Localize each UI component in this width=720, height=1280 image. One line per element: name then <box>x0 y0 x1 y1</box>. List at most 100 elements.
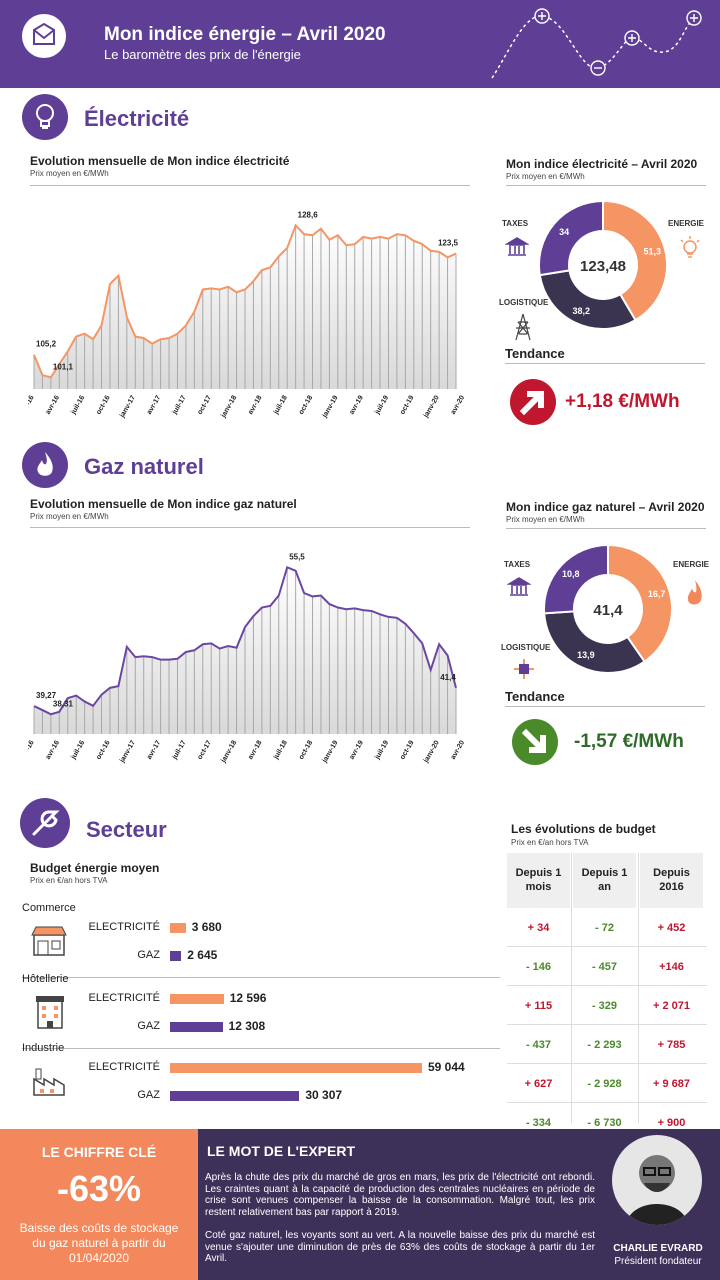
chart-data-label: 123,5 <box>438 239 459 248</box>
gas-bar <box>170 951 182 961</box>
table-cell: + 452 <box>657 922 686 934</box>
table-cell: + 9 687 <box>652 1078 690 1090</box>
electricity-bar-label: ELECTRICITÉ <box>88 1061 160 1073</box>
chart-x-tick-label: avr-19 <box>349 739 365 760</box>
donut-slice-label: 13,9 <box>577 650 595 660</box>
table-cell: + 115 <box>524 1000 553 1012</box>
table-row-divider <box>507 946 707 947</box>
donut-slice <box>538 269 637 330</box>
taxes-label: TAXES <box>504 560 531 569</box>
chart-x-tick-label: oct-18 <box>298 394 314 415</box>
chart-x-tick-label: janv-16 <box>28 739 36 764</box>
gas-chart-title: Evolution mensuelle de Mon indice gaz na… <box>30 497 297 511</box>
divider <box>30 185 470 186</box>
wrench-icon <box>20 798 70 848</box>
chart-series-line <box>33 223 457 379</box>
electricity-price-chart: 105,2 101,1 128,6 123,5 janv-16 avr-16 juil-16… <box>28 210 466 419</box>
table-cell: + 34 <box>527 922 550 934</box>
table-cell: +146 <box>659 961 684 973</box>
donut-slice-label: 34 <box>559 227 569 237</box>
chart-x-tick-label: juil-16 <box>70 739 87 761</box>
chart-x-tick-label: janv-20 <box>422 394 441 419</box>
chart-x-tick-label: janv-20 <box>422 739 441 764</box>
sector-name: Commerce <box>22 902 76 914</box>
chart-x-tick-label: janv-18 <box>220 739 239 764</box>
electricity-chart-subtitle: Prix moyen en €/MWh <box>30 169 109 178</box>
gas-bar <box>170 1091 300 1101</box>
logistique-label: LOGISTIQUE <box>501 643 551 652</box>
expert-role: Président fondateur <box>614 1256 702 1267</box>
lightbulb-icon <box>22 94 68 140</box>
budget-evolution-table: Depuis 1 mois Depuis 1 an Depuis 2016 + 34 -… <box>507 853 707 1142</box>
expert-name: CHARLIE EVRARD <box>613 1243 703 1254</box>
shop-icon <box>30 923 70 959</box>
table-row-divider <box>507 1063 707 1064</box>
expert-panel: LE MOT DE L'EXPERT Après la chute des pr… <box>198 1129 720 1280</box>
gas-bar-label: GAZ <box>137 949 160 961</box>
envelope-logo-icon <box>33 22 55 45</box>
table-header-cell <box>507 853 570 908</box>
donut-slice <box>543 544 609 615</box>
sector-name: Industrie <box>22 1042 65 1054</box>
table-cell: - 437 <box>525 1039 552 1051</box>
chart-x-tick-label: avr-17 <box>146 394 162 415</box>
chart-x-tick-label: oct-19 <box>399 394 415 415</box>
chart-x-tick-label: oct-17 <box>197 739 213 760</box>
electricity-bar-value: 59 044 <box>428 1060 465 1074</box>
donut-slice-label: 10,8 <box>562 569 580 579</box>
trend-up-arrow-icon <box>510 379 556 425</box>
flame-icon <box>22 442 68 488</box>
key-figure-title: LE CHIFFRE CLÉ <box>41 1144 157 1160</box>
gas-bar-label: GAZ <box>137 1020 160 1032</box>
expert-title: LE MOT DE L'EXPERT <box>207 1143 356 1159</box>
budget-table-title: Les évolutions de budget <box>511 822 656 836</box>
chart-x-tick-label: juil-19 <box>374 394 391 416</box>
chart-x-tick-label: janv-19 <box>321 739 340 764</box>
chart-x-tick-label: juil-17 <box>171 394 188 416</box>
chart-data-label: 38,31 <box>53 699 74 708</box>
gas-bar <box>170 1022 223 1032</box>
lightbulb-icon <box>680 236 700 258</box>
chart-x-tick-label: avr-16 <box>45 394 61 415</box>
donut-slice <box>607 544 673 663</box>
gas-bar-value: 2 645 <box>187 948 218 962</box>
page-subtitle: Le baromètre des prix de l'énergie <box>104 47 301 62</box>
electricity-section-title: Électricité <box>84 106 190 131</box>
expert-paragraph-2: Coté gaz naturel, les voyants sont au ve… <box>205 1230 595 1264</box>
table-cell: + 627 <box>524 1078 553 1090</box>
table-column-divider <box>638 853 639 1123</box>
table-header-label: Depuis 1 an <box>581 867 628 893</box>
gas-bar-value: 30 307 <box>305 1088 343 1102</box>
donut-total-label: 123,48 <box>580 258 626 275</box>
trend-down-arrow-icon <box>512 719 558 765</box>
divider <box>22 1048 500 1049</box>
sector-name: Hôtellerie <box>22 973 69 985</box>
energie-label: ENERGIE <box>673 560 710 569</box>
bank-icon <box>505 237 529 256</box>
electricity-bar <box>170 1063 422 1073</box>
chart-x-tick-label: avr-18 <box>247 394 263 415</box>
logo <box>22 14 66 58</box>
electricity-bar-label: ELECTRICITÉ <box>88 921 160 933</box>
budget-subtitle: Prix en €/an hors TVA <box>30 876 108 885</box>
gas-chart-subtitle: Prix moyen en €/MWh <box>30 512 109 521</box>
bank-icon <box>507 577 531 596</box>
table-row-divider <box>507 1102 707 1103</box>
table-header-label: Depuis 2016 <box>653 867 690 893</box>
table-header-cell <box>573 853 636 908</box>
table-column-divider <box>571 853 572 1123</box>
table-row-divider <box>507 1024 707 1025</box>
budget-table-subtitle: Prix en €/an hors TVA <box>511 838 589 847</box>
logistique-label: LOGISTIQUE <box>499 298 549 307</box>
gas-donut-chart: 16,7 13,9 10,8 41,4 <box>543 544 673 674</box>
chart-x-tick-label: oct-17 <box>197 394 213 415</box>
chart-x-tick-label: janv-16 <box>28 394 36 419</box>
electricity-donut-chart: 51,3 38,2 34 123,48 <box>538 200 668 330</box>
chart-data-label: 55,5 <box>289 552 305 561</box>
donut-slice <box>543 610 646 674</box>
electricity-bar <box>170 994 224 1004</box>
budget-title: Budget énergie moyen <box>30 861 160 875</box>
electricity-trend-value: +1,18 €/MWh <box>565 391 680 412</box>
divider <box>22 977 500 978</box>
table-cell: + 900 <box>657 1117 686 1129</box>
